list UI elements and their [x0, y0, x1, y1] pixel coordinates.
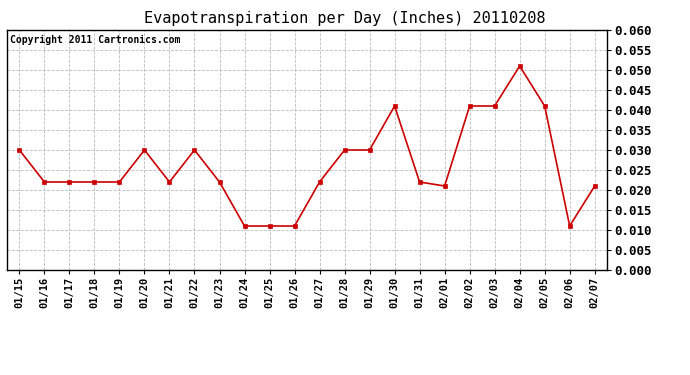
Text: Copyright 2011 Cartronics.com: Copyright 2011 Cartronics.com [10, 35, 180, 45]
Text: Evapotranspiration per Day (Inches) 20110208: Evapotranspiration per Day (Inches) 2011… [144, 11, 546, 26]
